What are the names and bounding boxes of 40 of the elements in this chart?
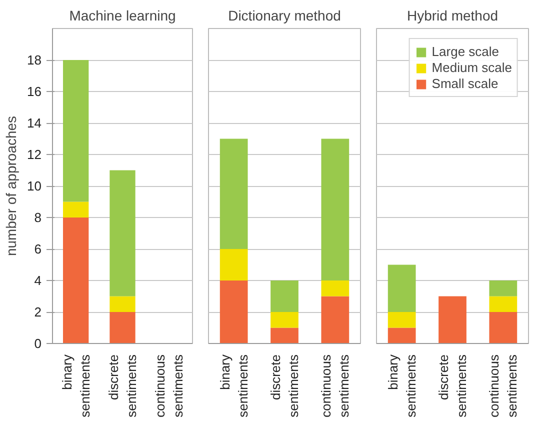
y-tick-label: 0 <box>34 336 42 351</box>
y-tick-label: 16 <box>27 84 42 99</box>
bar <box>321 138 350 280</box>
bar <box>489 280 518 296</box>
bar <box>63 218 89 344</box>
y-tick-label: 4 <box>34 273 42 288</box>
y-tick-label: 18 <box>27 52 42 68</box>
y-tick-label: 6 <box>34 242 42 256</box>
legend-label: Medium scale <box>432 60 512 75</box>
bar <box>388 312 416 328</box>
bar <box>110 312 136 344</box>
y-tick-label: 14 <box>27 116 42 130</box>
legend-label: Large scale <box>432 44 500 59</box>
bar <box>438 296 466 344</box>
bar <box>489 312 518 344</box>
y-tick-label: 8 <box>34 210 42 225</box>
bar <box>110 296 136 312</box>
bar <box>321 296 350 344</box>
bar <box>63 60 89 202</box>
bar <box>220 249 248 280</box>
bar <box>270 328 298 344</box>
bar <box>388 264 416 312</box>
y-tick-label: 12 <box>27 147 42 162</box>
bar <box>270 280 298 312</box>
y-tick-label: 10 <box>27 178 42 194</box>
chart-title: Machine learning <box>69 8 176 24</box>
bar <box>220 280 248 344</box>
chart-title: Dictionary method <box>228 8 341 24</box>
legend-label: Small scale <box>432 76 498 91</box>
bar <box>388 328 416 344</box>
bar <box>110 170 136 296</box>
y-axis-title: number of approaches <box>3 116 20 256</box>
chart-title: Hybrid method <box>406 8 498 24</box>
y-tick-label: 2 <box>34 304 42 320</box>
x-tick-label: binary sentiments <box>59 354 92 418</box>
bar <box>489 296 518 312</box>
bar <box>321 280 350 296</box>
bar <box>270 312 298 328</box>
bar <box>63 202 89 218</box>
bar <box>220 138 248 249</box>
